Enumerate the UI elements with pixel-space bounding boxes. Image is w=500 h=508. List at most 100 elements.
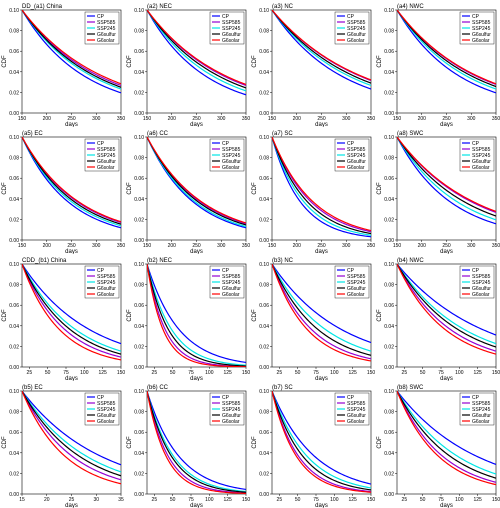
svg-text:0.00: 0.00: [9, 365, 19, 371]
panel-b3: 0.000.020.040.060.080.10255075100125150C…: [250, 254, 375, 381]
svg-text:100: 100: [205, 497, 214, 503]
panel-title: (b5) EC: [22, 385, 43, 391]
panel-title: (a3) NC: [272, 4, 294, 10]
svg-text:25: 25: [402, 497, 408, 503]
svg-text:0.08: 0.08: [134, 156, 144, 162]
svg-text:0.06: 0.06: [259, 49, 269, 55]
svg-text:350: 350: [367, 243, 375, 249]
svg-text:0.06: 0.06: [134, 430, 144, 436]
svg-text:0.02: 0.02: [9, 90, 19, 96]
svg-text:0.04: 0.04: [134, 70, 144, 76]
svg-text:CDF: CDF: [2, 55, 8, 68]
svg-text:50: 50: [170, 497, 176, 503]
svg-text:CDF: CDF: [377, 436, 383, 449]
svg-text:0.10: 0.10: [9, 389, 19, 395]
svg-text:200: 200: [168, 243, 177, 249]
svg-text:CDF: CDF: [252, 55, 258, 68]
panel-title: (a2) NEC: [147, 4, 173, 10]
svg-text:0.04: 0.04: [384, 324, 394, 330]
svg-text:0.06: 0.06: [384, 303, 394, 309]
svg-text:0.04: 0.04: [134, 451, 144, 457]
legend-label: G6solar: [472, 165, 490, 171]
svg-text:0.10: 0.10: [259, 8, 269, 14]
panel-title: CDD_(b1) China: [22, 258, 67, 264]
svg-text:35: 35: [118, 497, 124, 503]
svg-text:150: 150: [18, 116, 27, 122]
svg-text:0.08: 0.08: [384, 283, 394, 289]
panel-b1: 0.000.020.040.060.080.10255075100125150C…: [0, 254, 125, 381]
svg-text:0.02: 0.02: [134, 217, 144, 223]
panel-title: (a8) SWC: [397, 131, 424, 137]
legend-label: G6solar: [347, 38, 365, 44]
svg-text:300: 300: [342, 116, 351, 122]
svg-text:150: 150: [242, 370, 250, 376]
svg-text:50: 50: [45, 370, 51, 376]
svg-text:CDF: CDF: [377, 55, 383, 68]
panel-b8: 0.000.020.040.060.080.10255075100125150C…: [375, 381, 500, 508]
svg-text:0.06: 0.06: [259, 430, 269, 436]
panel-title: (b2) NEC: [147, 258, 173, 264]
svg-text:0.02: 0.02: [9, 344, 19, 350]
legend-label: G6solar: [347, 419, 365, 425]
svg-text:125: 125: [348, 497, 357, 503]
svg-text:200: 200: [293, 243, 302, 249]
svg-text:0.02: 0.02: [384, 90, 394, 96]
panel-a7: 0.000.020.040.060.080.10150200250300350C…: [250, 127, 375, 254]
svg-text:25: 25: [402, 370, 408, 376]
svg-text:0.06: 0.06: [9, 176, 19, 182]
svg-text:0.06: 0.06: [259, 176, 269, 182]
panel-title: (b3) NC: [272, 258, 294, 264]
svg-text:50: 50: [420, 497, 426, 503]
svg-text:0.10: 0.10: [134, 262, 144, 268]
svg-text:0.06: 0.06: [134, 303, 144, 309]
legend-label: G6solar: [222, 292, 240, 298]
panel-title: (a4) NWC: [397, 4, 424, 10]
svg-text:25: 25: [152, 370, 158, 376]
svg-text:0.04: 0.04: [384, 451, 394, 457]
panel-title: (b4) NWC: [397, 258, 424, 264]
svg-text:150: 150: [393, 243, 402, 249]
svg-text:0.10: 0.10: [134, 389, 144, 395]
svg-text:CDF: CDF: [252, 182, 258, 195]
svg-text:0.08: 0.08: [9, 283, 19, 289]
svg-text:150: 150: [268, 116, 277, 122]
svg-text:0.04: 0.04: [259, 324, 269, 330]
svg-text:200: 200: [293, 116, 302, 122]
svg-text:0.08: 0.08: [384, 29, 394, 35]
svg-text:CDF: CDF: [2, 309, 8, 322]
panel-b2: 0.000.020.040.060.080.10255075100125150C…: [125, 254, 250, 381]
svg-text:100: 100: [330, 497, 339, 503]
svg-text:125: 125: [223, 497, 232, 503]
legend-label: G6solar: [472, 38, 490, 44]
svg-text:days: days: [65, 503, 78, 508]
svg-text:0.04: 0.04: [134, 324, 144, 330]
svg-text:0.04: 0.04: [9, 324, 19, 330]
svg-text:300: 300: [92, 116, 101, 122]
svg-text:0.08: 0.08: [134, 410, 144, 416]
svg-text:0.04: 0.04: [259, 197, 269, 203]
svg-text:100: 100: [455, 497, 464, 503]
svg-text:0.06: 0.06: [259, 303, 269, 309]
panel-title: DD_(a1) China: [22, 4, 63, 10]
svg-text:0.08: 0.08: [259, 156, 269, 162]
panel-b6: 0.000.020.040.060.080.10255075100125150C…: [125, 381, 250, 508]
svg-text:300: 300: [342, 243, 351, 249]
svg-text:25: 25: [277, 370, 283, 376]
svg-text:0.00: 0.00: [384, 492, 394, 498]
panel-b5: 0.000.020.040.060.080.101520253035CDFday…: [0, 381, 125, 508]
svg-text:150: 150: [18, 243, 27, 249]
panel-title: (a7) SC: [272, 131, 293, 137]
svg-text:0.00: 0.00: [384, 365, 394, 371]
svg-text:CDF: CDF: [377, 309, 383, 322]
svg-text:0.00: 0.00: [9, 492, 19, 498]
legend-label: G6solar: [347, 292, 365, 298]
svg-text:0.08: 0.08: [9, 29, 19, 35]
svg-text:350: 350: [242, 116, 250, 122]
svg-text:0.02: 0.02: [384, 471, 394, 477]
svg-text:0.02: 0.02: [9, 471, 19, 477]
svg-text:0.00: 0.00: [259, 365, 269, 371]
svg-text:0.04: 0.04: [9, 197, 19, 203]
svg-text:CDF: CDF: [127, 182, 133, 195]
svg-text:25: 25: [27, 370, 33, 376]
svg-text:0.10: 0.10: [9, 8, 19, 14]
